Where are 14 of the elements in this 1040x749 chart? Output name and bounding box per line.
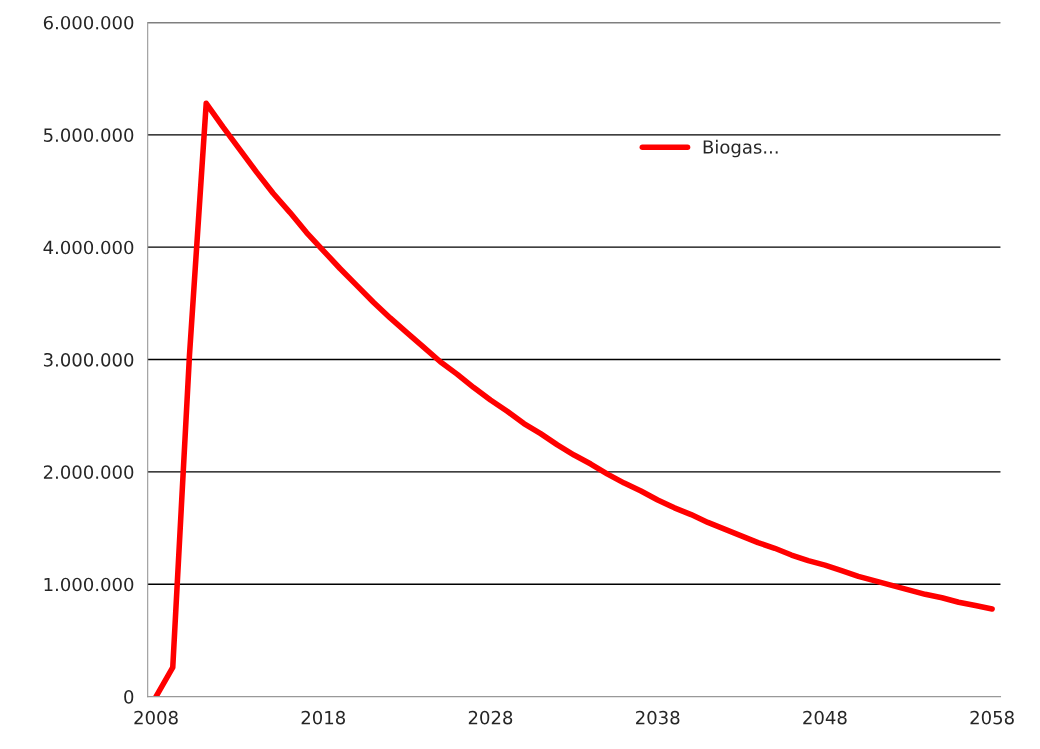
x-tick-label: 2018	[301, 710, 345, 725]
x-tick-label: 2008	[134, 710, 178, 725]
x-tick-label: 2058	[970, 710, 1014, 725]
y-tick-label: 3.000.000	[43, 352, 134, 367]
x-tick-label: 2028	[468, 710, 513, 725]
y-tick-label: 5.000.000	[43, 128, 134, 142]
x-tick-label: 2038	[636, 710, 680, 725]
y-tick-label: 1.000.000	[44, 577, 134, 592]
y-tick-label: 4.000.000	[43, 240, 134, 255]
x-tick-label: 2048	[803, 710, 847, 725]
y-tick-label: 2.000.000	[43, 465, 134, 479]
legend-label: Biogas...	[703, 139, 778, 158]
y-tick-label: 0	[124, 690, 134, 704]
y-tick-label: 6.000.000	[43, 15, 134, 30]
